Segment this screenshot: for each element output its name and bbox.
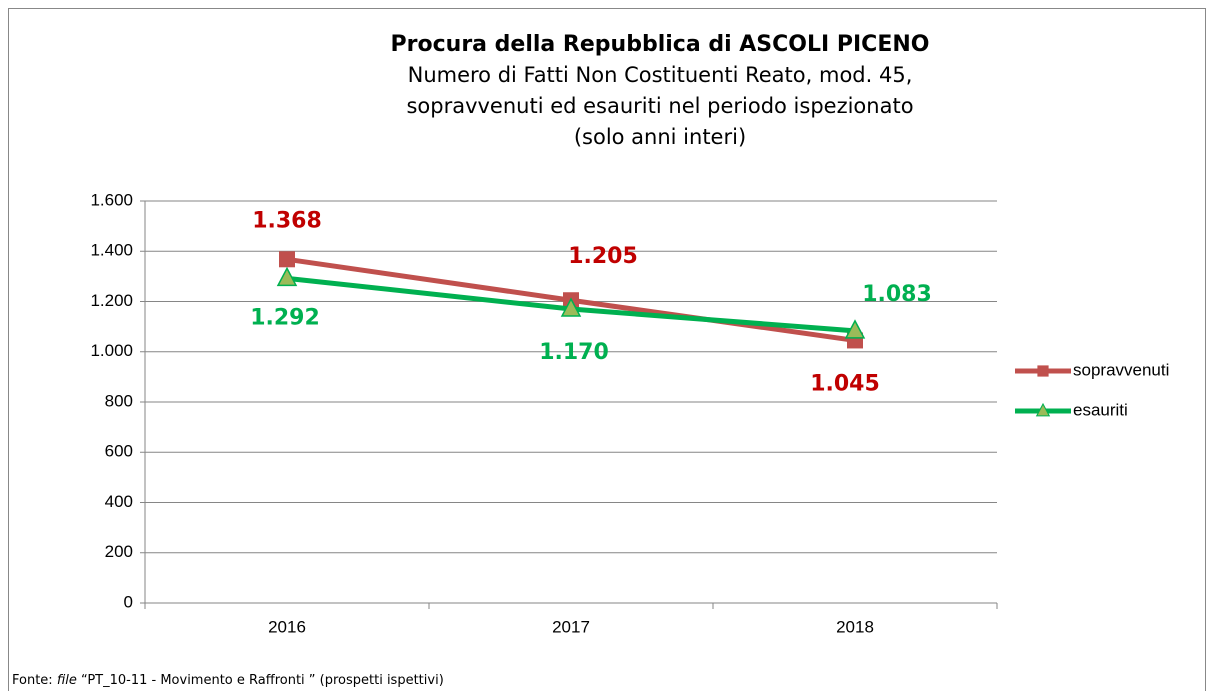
data-point [844,319,866,339]
y-tick-label: 400 [105,492,133,511]
x-tick-label: 2017 [552,617,590,636]
legend-label: sopravvenuti [1073,360,1169,379]
x-tick-label: 2016 [268,617,306,636]
data-point [279,251,295,268]
legend-marker [1037,365,1049,377]
data-label: 1.292 [250,305,320,330]
legend-marker [1035,402,1051,417]
y-tick-label: 0 [124,592,133,611]
chart-frame [8,8,1206,691]
chart-subtitle: sopravvenuti ed esauriti nel periodo isp… [406,94,913,118]
y-tick-label: 1.200 [90,291,133,310]
data-label: 1.045 [810,371,880,396]
chart-subtitle: Numero di Fatti Non Costituenti Reato, m… [408,63,913,87]
data-label: 1.083 [862,282,932,307]
y-tick-label: 1.000 [90,341,133,360]
data-point [560,297,582,317]
data-label: 1.368 [252,208,322,233]
x-tick-label: 2018 [836,617,874,636]
y-tick-label: 1.600 [90,190,133,209]
y-tick-label: 200 [105,542,133,561]
source-prefix: Fonte: [12,673,53,688]
legend-label: esauriti [1073,400,1128,419]
data-point [276,266,298,287]
y-tick-label: 600 [105,442,133,461]
y-tick-label: 1.400 [90,241,133,260]
y-tick-label: 800 [105,391,133,410]
source-note: Fonte: file “PT_10-11 - Movimento e Raff… [12,673,444,688]
data-label: 1.205 [568,244,638,269]
data-label: 1.170 [539,340,609,365]
source-file: file [57,673,77,688]
chart-title: Procura della Repubblica di ASCOLI PICEN… [391,32,930,57]
chart-subtitle: (solo anni interi) [574,125,746,149]
source-rest: “PT_10-11 - Movimento e Raffronti ” (pro… [81,673,444,688]
